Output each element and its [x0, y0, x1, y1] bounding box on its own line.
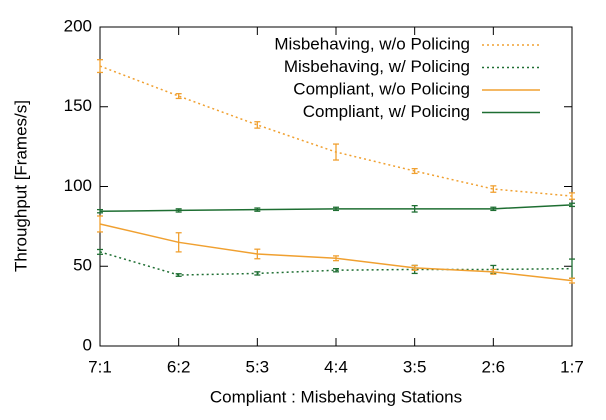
x-tick-label: 7:1 — [88, 357, 112, 376]
error-bar — [175, 208, 182, 213]
error-bar — [333, 267, 339, 273]
error-bar — [254, 271, 261, 276]
error-bar — [254, 248, 261, 260]
error-bar — [569, 202, 575, 208]
error-bar — [333, 143, 339, 161]
x-axis-label: Compliant : Misbehaving Stations — [210, 387, 462, 406]
error-bar — [490, 206, 497, 212]
error-bar — [490, 185, 497, 193]
error-bar — [490, 268, 497, 275]
x-tick-label: 4:4 — [324, 357, 348, 376]
error-bar — [411, 204, 418, 213]
x-tick-label: 3:5 — [403, 357, 427, 376]
error-bar — [569, 192, 575, 200]
error-bar — [175, 93, 182, 100]
x-tick-label: 5:3 — [246, 357, 270, 376]
legend-label: Compliant, w/o Policing — [293, 79, 470, 98]
error-bar — [175, 232, 182, 253]
legend-label: Compliant, w/ Policing — [303, 102, 470, 121]
error-bar — [254, 121, 261, 129]
error-bar — [411, 167, 418, 175]
error-bar — [97, 215, 103, 233]
legend-label: Misbehaving, w/o Policing — [274, 34, 470, 53]
y-tick-label: 50 — [73, 256, 92, 275]
y-tick-label: 150 — [64, 96, 92, 115]
error-bar — [569, 258, 575, 279]
y-tick-label: 100 — [64, 176, 92, 195]
y-tick-label: 0 — [83, 335, 92, 354]
y-tick-label: 200 — [64, 16, 92, 35]
error-bar — [97, 208, 103, 214]
legend-label: Misbehaving, w/ Policing — [284, 57, 470, 76]
error-bar — [97, 248, 103, 255]
error-bar — [333, 206, 339, 212]
error-bar — [97, 59, 103, 74]
error-bar — [411, 264, 418, 271]
error-bar — [175, 273, 182, 277]
error-bar — [254, 207, 261, 212]
error-bar — [569, 277, 575, 284]
x-tick-label: 6:2 — [167, 357, 191, 376]
x-tick-label: 1:7 — [560, 357, 584, 376]
x-tick-label: 2:6 — [482, 357, 506, 376]
y-axis-label: Throughput [Frames/s] — [11, 100, 30, 272]
error-bar — [333, 255, 339, 262]
